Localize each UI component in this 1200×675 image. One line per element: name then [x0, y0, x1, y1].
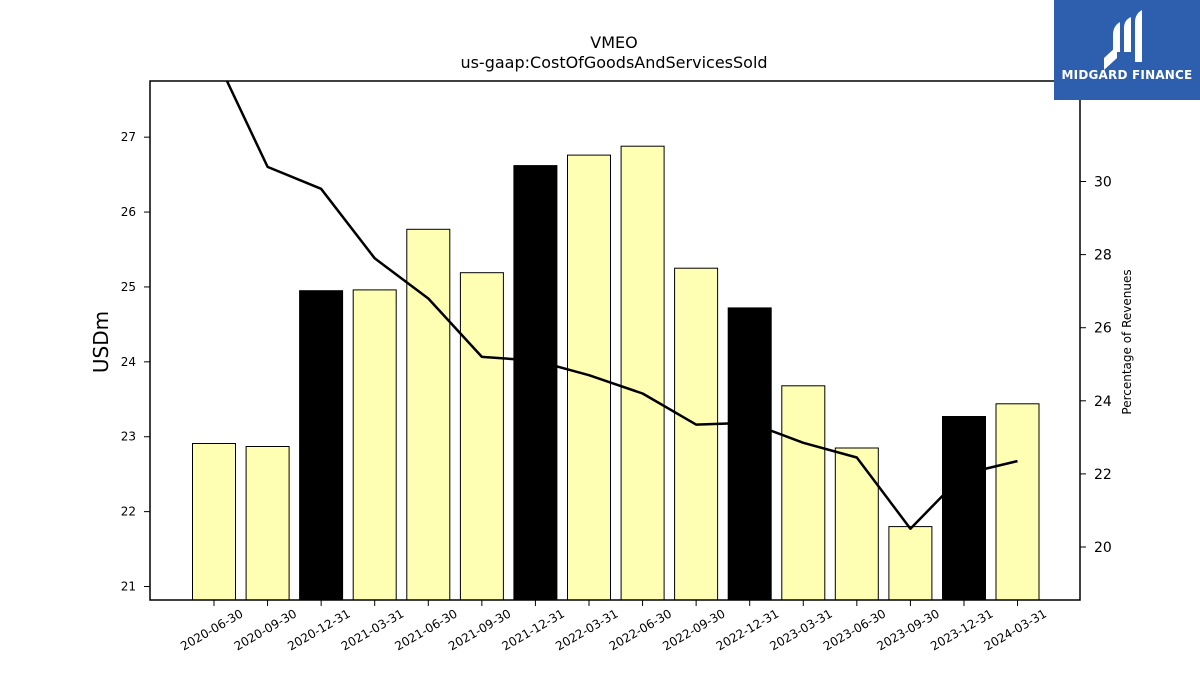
percentage-line	[225, 81, 1018, 530]
y-axis-right-label: Percentage of Revenues	[1120, 269, 1134, 414]
bar-2021-09-30	[459, 272, 504, 601]
y-right-tick-label: 20	[1094, 540, 1112, 556]
bar-2021-06-30	[406, 228, 451, 601]
y-right-tick-label: 30	[1094, 175, 1112, 191]
logo-text: MIDGARD FINANCE	[1061, 68, 1193, 82]
chart-title: VMEO	[590, 33, 637, 52]
bar-2021-03-31	[352, 289, 397, 601]
bar-2020-06-30	[192, 443, 236, 601]
midgard-finance-logo: MIDGARD FINANCE	[1054, 0, 1200, 100]
y-tick-label: 24	[121, 355, 136, 369]
bars-group	[192, 145, 1040, 601]
bar-2023-09-30	[888, 526, 933, 601]
logo-mark-icon	[1104, 10, 1142, 70]
bar-2023-03-31	[781, 385, 826, 601]
bar-2022-09-30	[674, 267, 719, 601]
bar-2021-12-31	[513, 165, 558, 601]
bar-2024-03-31	[995, 403, 1040, 601]
y-right-tick-label: 28	[1094, 248, 1112, 264]
y-tick-label: 22	[121, 505, 136, 519]
left-axis-ticks: 21 22 23 24 25 26 27	[121, 130, 150, 594]
x-axis-ticks: 2020-06-302020-09-302020-12-312021-03-31…	[178, 600, 1049, 653]
y-tick-label: 25	[121, 280, 136, 294]
bar-2023-12-31	[942, 416, 986, 601]
bar-2020-09-30	[245, 446, 290, 601]
bar-2020-12-31	[299, 290, 344, 601]
bar-2022-12-31	[727, 307, 772, 601]
right-axis-ticks: 20 22 24 26 28 30	[1080, 175, 1112, 556]
plot-frame	[149, 80, 1081, 601]
bar-2022-03-31	[567, 154, 611, 601]
bar-2022-06-30	[620, 145, 665, 601]
y-right-tick-label: 24	[1094, 394, 1112, 410]
y-right-tick-label: 26	[1094, 321, 1112, 337]
y-axis-label: USDm	[89, 311, 113, 373]
y-tick-label: 23	[121, 430, 136, 444]
y-tick-label: 27	[121, 130, 136, 144]
y-tick-label: 21	[121, 580, 136, 594]
bar-2023-06-30	[834, 447, 879, 601]
y-tick-label: 26	[121, 205, 136, 219]
y-right-tick-label: 22	[1094, 467, 1112, 483]
chart-subtitle: us-gaap:CostOfGoodsAndServicesSold	[460, 53, 767, 72]
